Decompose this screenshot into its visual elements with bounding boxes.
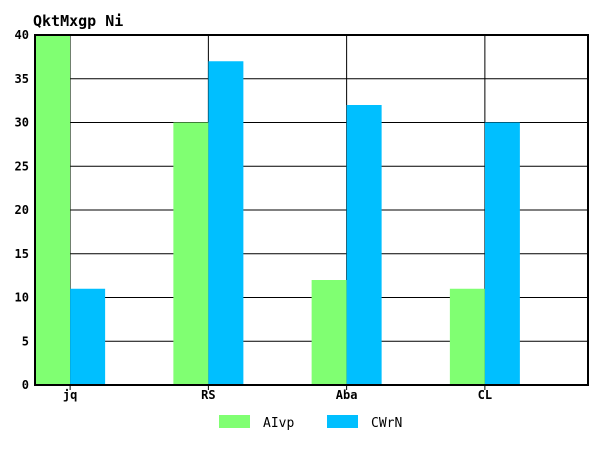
bar-CWrN-jq xyxy=(70,288,106,385)
bar-CWrN-CL xyxy=(484,122,520,385)
bar-CWrN-RS xyxy=(208,61,244,385)
chart-title: QktMxgp Ni xyxy=(33,12,123,30)
y-tick-label: 35 xyxy=(15,72,29,86)
y-tick-label: 10 xyxy=(15,291,29,305)
plot-frame xyxy=(34,34,589,386)
bar-AIvp-CL xyxy=(449,288,485,385)
y-tick-label: 25 xyxy=(15,159,29,173)
x-tick-label: jq xyxy=(63,388,77,402)
y-tick-label: 5 xyxy=(22,334,29,348)
legend-label: CWrN xyxy=(371,416,402,431)
bar-AIvp-Aba xyxy=(311,280,347,385)
legend: AIvp CWrN xyxy=(219,415,402,431)
y-tick-label: 0 xyxy=(22,378,29,392)
bars xyxy=(35,35,520,385)
y-tick-label: 40 xyxy=(15,28,29,42)
x-tick-label: RS xyxy=(201,388,215,402)
bar-AIvp-RS xyxy=(173,122,209,385)
y-tick-label: 20 xyxy=(15,203,29,217)
legend-label: AIvp xyxy=(263,416,294,431)
x-tick-label: Aba xyxy=(336,388,358,402)
y-tick-label: 15 xyxy=(15,247,29,261)
bar-AIvp-jq xyxy=(35,35,71,385)
x-tick-label: CL xyxy=(478,388,492,402)
legend-swatch-CWrN xyxy=(327,415,358,428)
bar-CWrN-Aba xyxy=(346,105,382,385)
x-axis-ticks: jq RS Aba CL xyxy=(63,385,492,402)
y-tick-label: 30 xyxy=(15,116,29,130)
legend-swatch-AIvp xyxy=(219,415,250,428)
y-axis-ticks: 0 5 10 15 20 25 30 35 40 xyxy=(15,28,29,392)
